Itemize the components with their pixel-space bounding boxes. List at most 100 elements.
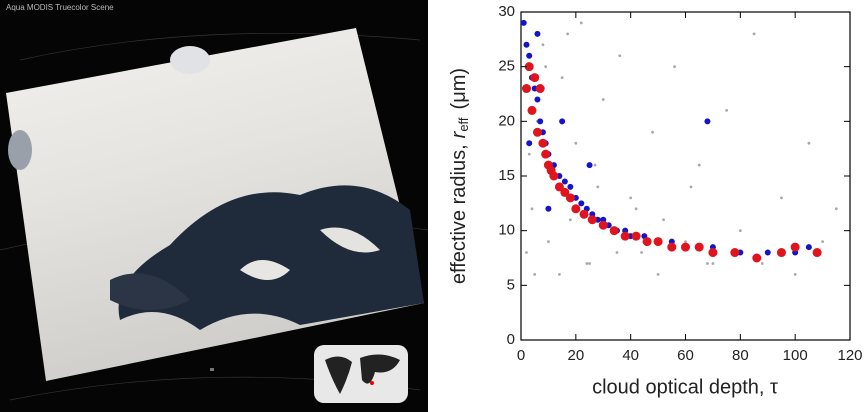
point (730, 248, 740, 258)
point (557, 273, 561, 276)
point (697, 163, 701, 167)
point (656, 273, 660, 276)
y-tick-label: 30 (498, 3, 515, 20)
x-tick-label: 80 (732, 347, 749, 364)
point (565, 193, 575, 203)
image-caption: Aqua MODIS Truecolor Scene (6, 3, 114, 12)
x-axis-label: cloud optical depth, τ (592, 376, 778, 398)
point (560, 187, 570, 197)
point (523, 41, 530, 48)
point (752, 32, 756, 36)
point (834, 207, 838, 211)
point (673, 65, 676, 69)
y-axis-label: effective radius, reff (μm) (448, 68, 471, 284)
point (776, 248, 786, 258)
point (631, 231, 641, 241)
point (535, 84, 545, 94)
point (533, 273, 537, 276)
point (807, 141, 811, 145)
point (725, 109, 729, 112)
point (559, 118, 566, 125)
point (530, 73, 540, 83)
point (554, 182, 564, 192)
x-tick-label: 100 (783, 347, 808, 364)
mini-map (314, 345, 408, 403)
point (667, 242, 677, 252)
point (618, 54, 622, 58)
point (520, 19, 527, 26)
point (567, 183, 574, 190)
point (620, 231, 630, 241)
point (549, 171, 559, 181)
point (578, 200, 585, 207)
marker (210, 368, 214, 371)
point (780, 196, 783, 200)
point (615, 251, 619, 254)
point (524, 62, 534, 72)
point (527, 105, 537, 115)
x-tick-label: 60 (677, 347, 694, 364)
point (566, 32, 570, 36)
point (642, 237, 652, 247)
point (593, 163, 597, 167)
point (629, 196, 633, 200)
point (571, 204, 581, 214)
point (534, 30, 541, 37)
point (684, 240, 687, 244)
point (530, 207, 534, 211)
point (793, 273, 797, 276)
point (541, 149, 551, 159)
x-tick-label: 40 (622, 347, 639, 364)
point (706, 262, 709, 265)
point (527, 152, 531, 156)
point (812, 248, 822, 258)
y-tick-label: 10 (498, 222, 515, 239)
point (541, 43, 545, 47)
point (579, 21, 583, 25)
point (586, 162, 593, 169)
y-tick-label: 15 (498, 167, 515, 184)
point (738, 229, 742, 233)
point (821, 240, 824, 244)
y-tick-label: 0 (507, 331, 515, 348)
point (662, 218, 665, 222)
point (544, 65, 548, 69)
point (561, 178, 568, 185)
point (537, 118, 544, 125)
plot-area (520, 19, 838, 276)
point (640, 251, 644, 254)
point (547, 240, 550, 244)
point (651, 130, 654, 134)
point (525, 251, 528, 254)
y-label-unit: (μm) (448, 68, 470, 110)
point (596, 185, 600, 189)
plot-frame (520, 11, 851, 341)
point (560, 76, 564, 79)
point (764, 249, 771, 256)
point (708, 248, 718, 258)
point (711, 262, 715, 265)
point (568, 218, 572, 222)
point (526, 52, 533, 59)
point (694, 242, 704, 252)
x-tick-label: 120 (837, 347, 862, 364)
point (704, 118, 711, 125)
point (521, 84, 531, 94)
x-tick-label: 0 (517, 347, 525, 364)
point (752, 253, 762, 263)
point (760, 262, 764, 265)
point (598, 220, 608, 230)
point (579, 209, 589, 219)
point (545, 205, 552, 212)
y-tick-label: 20 (498, 112, 515, 129)
point (805, 244, 812, 251)
y-label-symbol: r (448, 130, 470, 138)
point (790, 242, 800, 252)
satellite-scene (6, 28, 425, 381)
point (532, 127, 542, 137)
point (526, 140, 533, 147)
point (634, 207, 638, 211)
x-tick-label: 20 (567, 347, 584, 364)
point (681, 242, 690, 252)
